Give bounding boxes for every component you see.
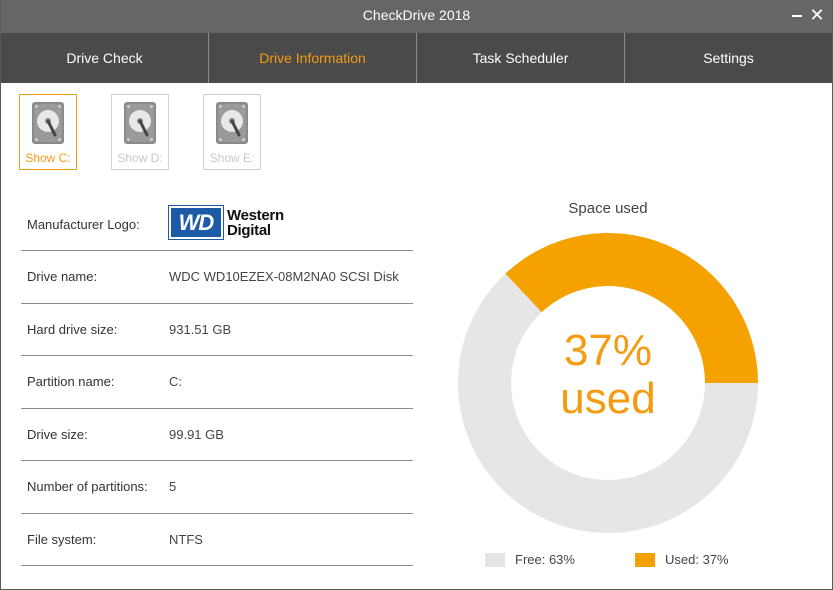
close-button[interactable]: ✕	[808, 0, 826, 31]
info-row-file-system: File system: NTFS	[21, 514, 413, 566]
info-label: Hard drive size:	[27, 321, 118, 337]
info-label: Drive size:	[27, 426, 88, 442]
hard-drive-icon	[124, 102, 156, 144]
tab-drive-information[interactable]: Drive Information	[209, 33, 417, 83]
chart-center-text: 37% used	[457, 327, 759, 423]
logo-line1: Western	[227, 206, 284, 224]
info-value: 5	[169, 479, 177, 495]
tab-task-scheduler[interactable]: Task Scheduler	[417, 33, 625, 83]
info-label: Partition name:	[27, 374, 115, 390]
drive-info-table: Manufacturer Logo: WD Western Digital Dr…	[21, 199, 413, 566]
info-row-drive-name: Drive name: WDC WD10EZEX-08M2NA0 SCSI Di…	[21, 251, 413, 304]
minimize-button[interactable]	[788, 0, 806, 31]
info-row-manufacturer: Manufacturer Logo: WD Western Digital	[21, 199, 413, 251]
legend-label-used: Used: 37%	[665, 552, 729, 567]
donut-slice-free	[458, 273, 758, 533]
legend-swatch-used	[635, 552, 655, 567]
info-row-drive-size: Drive size: 99.91 GB	[21, 409, 413, 461]
space-used-donut-chart	[458, 233, 758, 533]
chart-title: Space used	[568, 200, 648, 217]
info-row-hard-drive-size: Hard drive size: 931.51 GB	[21, 304, 413, 356]
legend-label-free: Free: 63%	[515, 552, 575, 567]
info-row-partition-name: Partition name: C:	[21, 356, 413, 409]
tab-drive-check[interactable]: Drive Check	[1, 33, 209, 83]
show-drive-e-button[interactable]: Show E:	[203, 94, 261, 170]
show-drive-d-button[interactable]: Show D:	[111, 94, 169, 170]
chart-center-label: used	[560, 374, 656, 423]
close-icon: ✕	[809, 5, 825, 25]
drive-label: Show C:	[25, 151, 71, 165]
legend-item-used: Used: 37%	[635, 552, 729, 567]
hard-drive-icon	[32, 102, 64, 144]
info-value: 931.51 GB	[169, 321, 232, 337]
info-label: Manufacturer Logo:	[27, 217, 140, 232]
western-digital-logo: WD Western Digital	[168, 205, 284, 240]
info-value: NTFS	[169, 531, 203, 547]
info-value: 99.91 GB	[169, 426, 224, 442]
info-row-number-of-partitions: Number of partitions: 5	[21, 461, 413, 514]
info-label: File system:	[27, 531, 97, 547]
info-label: Drive name:	[27, 269, 98, 285]
window-title: CheckDrive 2018	[362, 7, 471, 23]
info-label: Number of partitions:	[27, 479, 148, 495]
show-drive-c-button[interactable]: Show C:	[19, 94, 77, 170]
legend-swatch-free	[485, 552, 505, 567]
donut-slice-used	[505, 233, 758, 383]
logo-line2: Digital	[227, 221, 271, 239]
legend-item-free: Free: 63%	[485, 552, 575, 567]
hard-drive-icon	[216, 102, 248, 144]
wd-badge: WD	[168, 205, 224, 240]
info-value: WDC WD10EZEX-08M2NA0 SCSI Disk	[169, 269, 399, 285]
chart-center-value: 37%	[563, 326, 653, 375]
tab-settings[interactable]: Settings	[703, 50, 754, 66]
tab-bar: Drive Check Drive Information Task Sched…	[1, 33, 832, 83]
drive-label: Show E:	[209, 151, 255, 165]
title-bar: CheckDrive 2018 ✕	[1, 0, 832, 33]
drive-label: Show D:	[117, 151, 163, 165]
info-value: C:	[169, 374, 182, 390]
minimize-icon	[792, 14, 802, 17]
